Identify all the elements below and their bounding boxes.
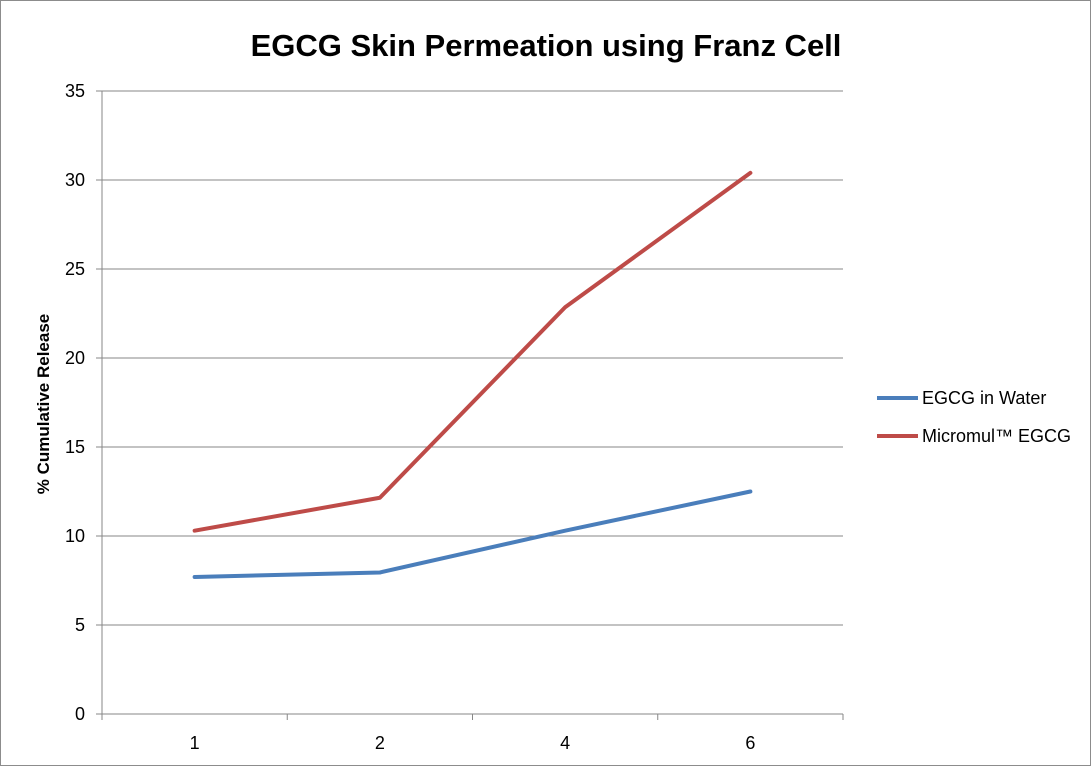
series-line-1 xyxy=(192,489,753,579)
x-tick-label: 6 xyxy=(745,733,755,753)
y-axis-label: % Cumulative Release xyxy=(34,314,53,494)
legend-label-1: EGCG in Water xyxy=(922,388,1046,408)
y-tick-label: 30 xyxy=(65,170,85,190)
y-tick-label: 0 xyxy=(75,704,85,724)
y-tick-label: 25 xyxy=(65,259,85,279)
y-tick-label: 10 xyxy=(65,526,85,546)
x-tick-label: 1 xyxy=(190,733,200,753)
y-tick-label: 20 xyxy=(65,348,85,368)
series-layer xyxy=(192,170,753,579)
grid-layer xyxy=(102,90,843,626)
chart-title: EGCG Skin Permeation using Franz Cell xyxy=(251,28,842,63)
x-tick-label: 2 xyxy=(375,733,385,753)
y-tick-label: 35 xyxy=(65,81,85,101)
x-tick-label: 4 xyxy=(560,733,570,753)
series-line-2 xyxy=(192,170,753,533)
legend-label-2: Micromul™ EGCG xyxy=(922,426,1071,446)
axis-layer: 0 5 10 15 20 25 30 35 1 2 4 6 xyxy=(65,81,844,753)
y-tick-label: 5 xyxy=(75,615,85,635)
y-tick-label: 15 xyxy=(65,437,85,457)
legend: EGCG in Water Micromul™ EGCG xyxy=(877,388,1071,446)
